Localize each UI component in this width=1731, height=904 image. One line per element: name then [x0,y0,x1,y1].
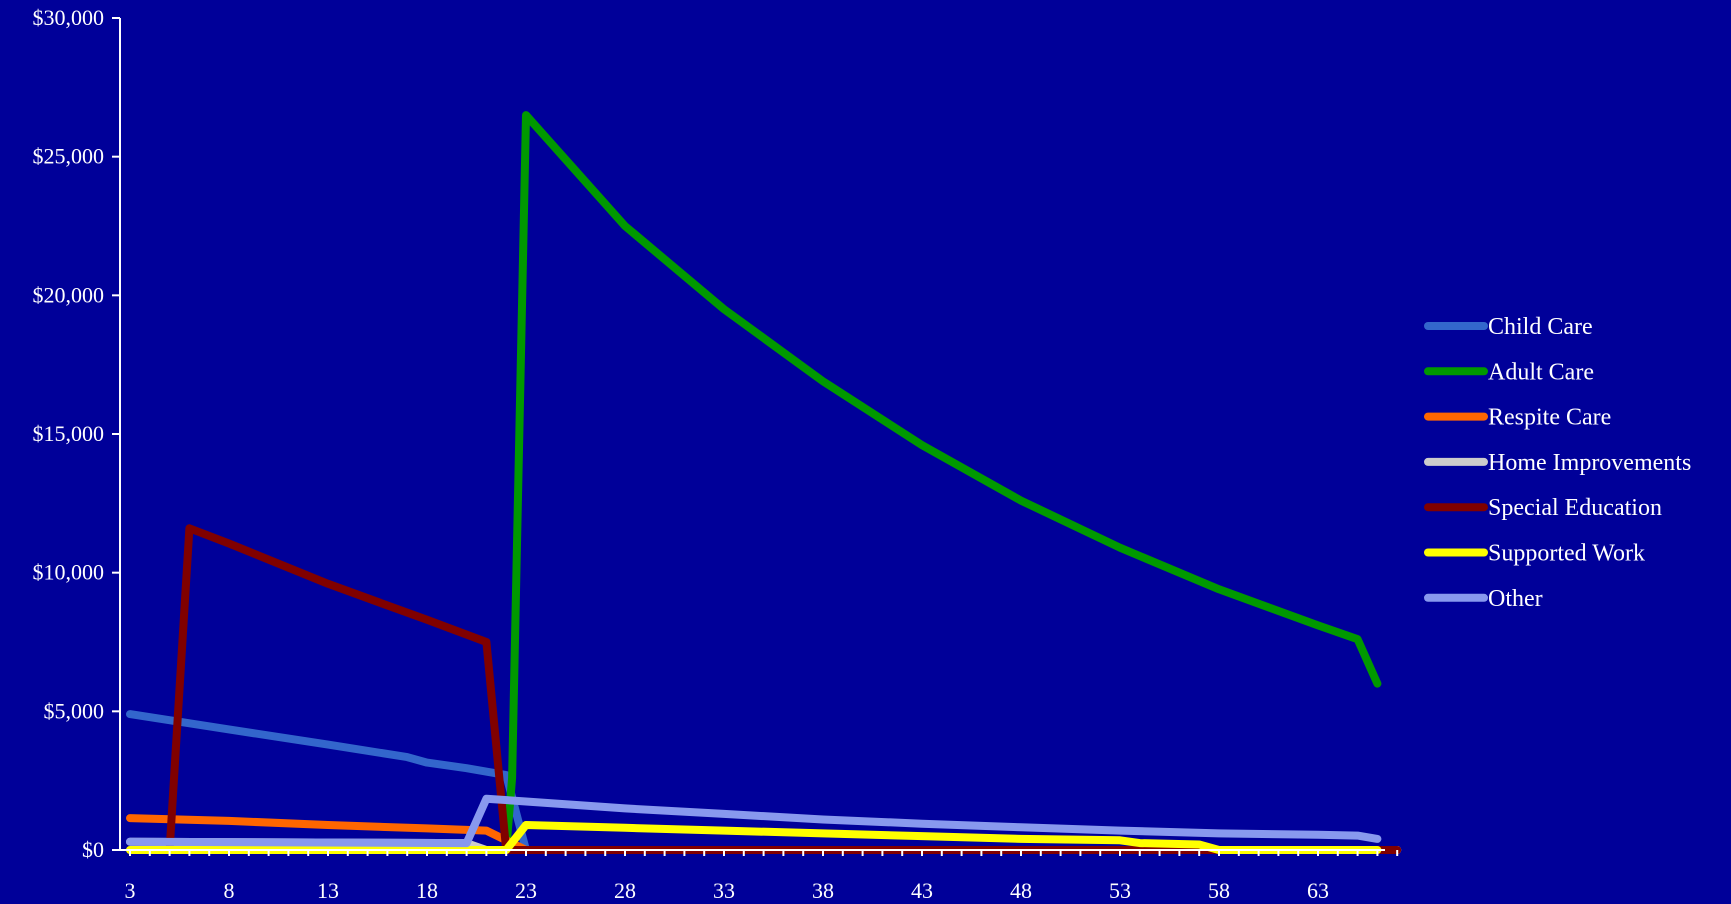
x-tick-label: 63 [1307,878,1329,903]
legend-item-respite-care: Respite Care [1424,405,1611,431]
legend-item-supported-work: Supported Work [1424,541,1645,567]
legend-item-other: Other [1424,586,1543,612]
x-tick-label: 8 [224,878,235,903]
y-tick-label: $0 [82,837,104,862]
y-tick-label: $20,000 [33,282,105,307]
x-tick-label: 58 [1208,878,1230,903]
x-tick-label: 48 [1010,878,1032,903]
legend: Child Care Adult Care Respite Care Home Imp… [1424,314,1691,612]
legend-label: Adult Care [1488,359,1594,385]
x-tick-label: 13 [317,878,339,903]
y-tick-label: $25,000 [33,144,105,169]
legend-item-adult-care: Adult Care [1424,359,1594,385]
y-tick-label: $10,000 [33,560,105,585]
y-tick-label: $15,000 [33,421,105,446]
series-layer [126,111,1402,854]
x-tick-label: 38 [812,878,834,903]
legend-label: Child Care [1488,314,1593,340]
series-line-special-education [126,524,1402,854]
series-line-child-care [126,710,1402,854]
x-tick-label: 33 [713,878,735,903]
legend-label: Other [1488,586,1543,612]
series-line-supported-work [126,821,1382,854]
series-line-adult-care [126,111,1382,854]
x-tick-label: 28 [614,878,636,903]
legend-item-home-improvements: Home Improvements [1424,450,1691,476]
legend-item-special-education: Special Education [1424,495,1662,521]
series-line-other [126,794,1382,848]
x-tick-label: 3 [125,878,136,903]
x-tick-label: 18 [416,878,438,903]
axes-layer: $0 $5,000 $10,000 $15,000 $20,000 $25,000 $30,… [33,5,1399,903]
legend-label: Special Education [1488,495,1662,521]
legend-label: Respite Care [1488,405,1611,431]
x-tick-label: 53 [1109,878,1131,903]
legend-label: Supported Work [1488,541,1645,567]
x-tick-label: 23 [515,878,537,903]
y-tick-label: $5,000 [44,698,105,723]
legend-item-child-care: Child Care [1424,314,1593,340]
y-tick-label: $30,000 [33,5,105,30]
legend-label: Home Improvements [1488,450,1691,476]
x-tick-label: 43 [911,878,933,903]
